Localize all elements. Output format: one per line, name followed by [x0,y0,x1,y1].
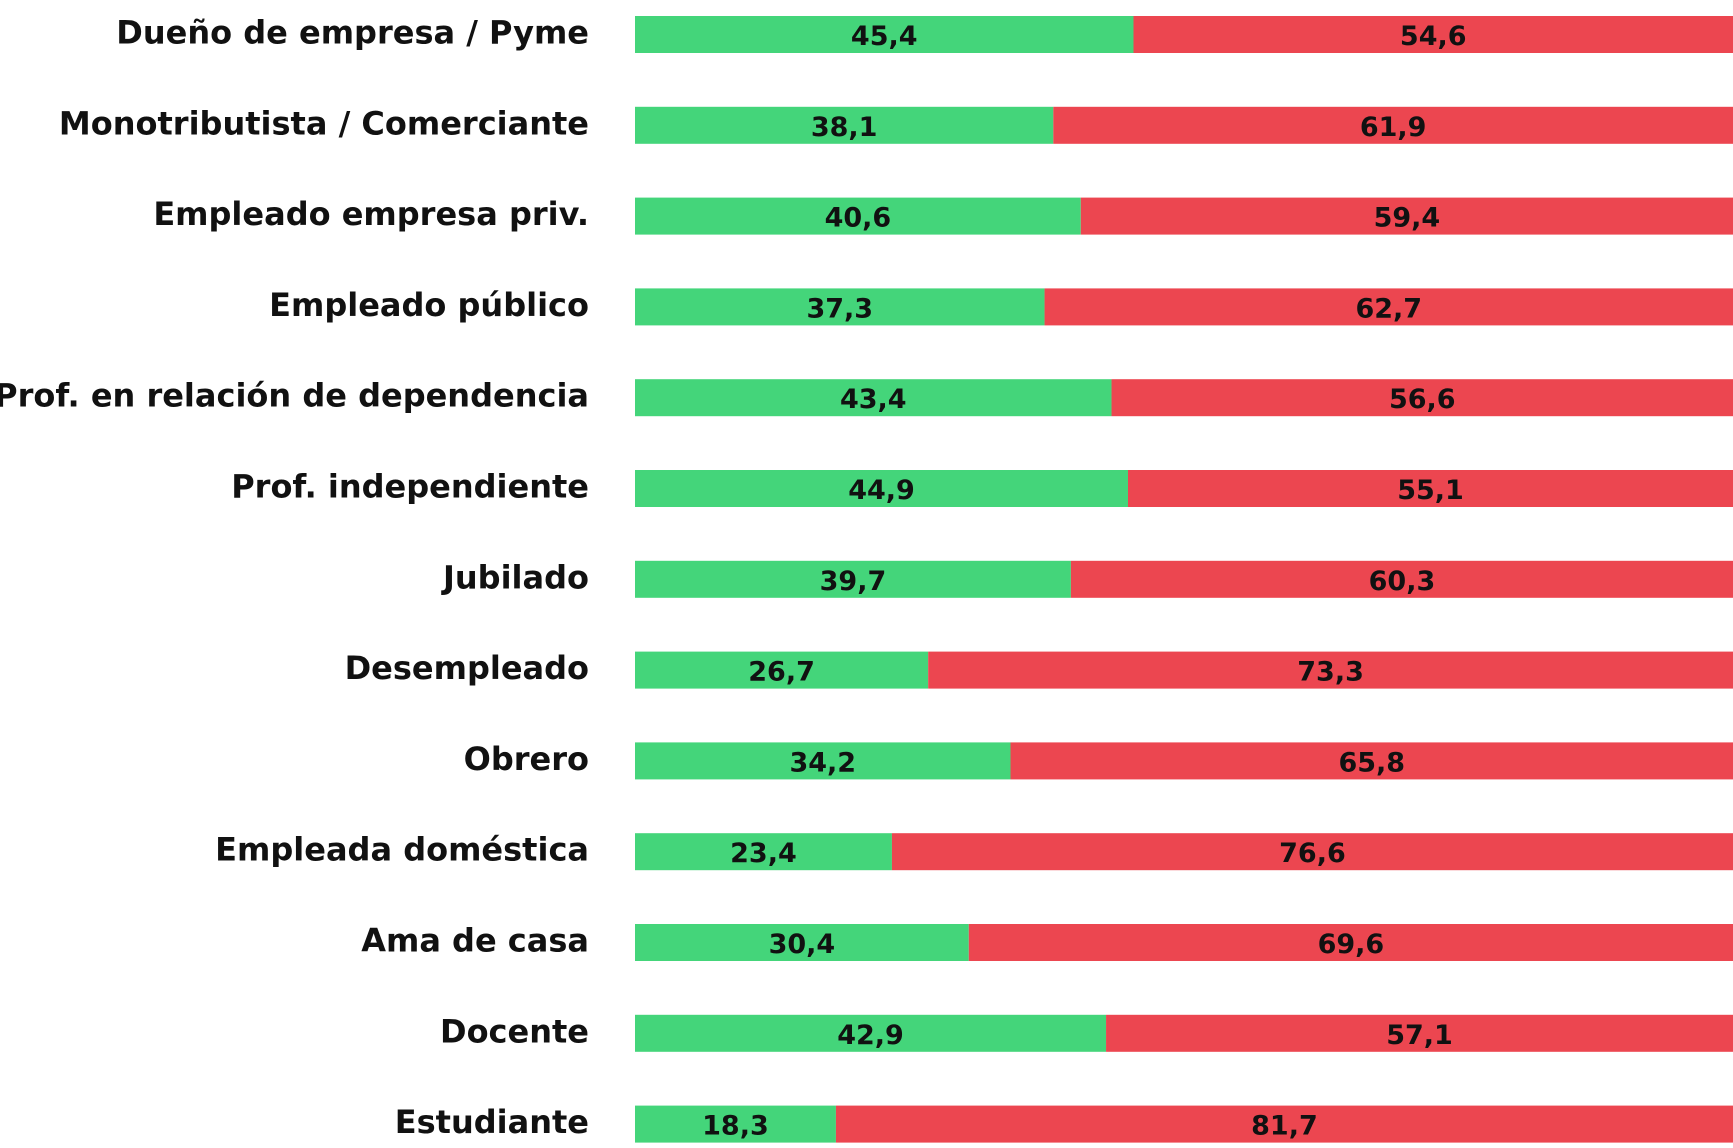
value-label: 55,1 [1397,475,1464,506]
value-label: 69,6 [1318,929,1385,960]
category-label: Jubilado [441,558,589,596]
category-label: Dueño de empresa / Pyme [116,14,589,52]
category-label: Prof. independiente [231,468,589,506]
category-label: Estudiante [395,1103,589,1141]
category-label: Ama de casa [361,922,589,960]
value-label: 23,4 [730,838,797,869]
value-label: 45,4 [851,21,918,52]
category-label: Empleado público [269,286,589,324]
value-label: 73,3 [1297,657,1364,688]
value-label: 40,6 [825,203,892,234]
value-label: 57,1 [1386,1020,1453,1051]
bar-segment [1133,16,1733,53]
value-label: 65,8 [1338,747,1405,778]
bar-segment [1070,560,1733,598]
bar-segment [635,1014,1107,1052]
value-label: 43,4 [840,384,907,415]
bar-segment [968,924,1733,961]
value-label: 59,4 [1374,203,1441,234]
value-label: 81,7 [1251,1111,1318,1142]
category-label: Obrero [464,740,589,778]
category-label: Empleada doméstica [215,831,589,869]
value-label: 62,7 [1355,293,1422,324]
value-label: 76,6 [1279,838,1346,869]
value-label: 56,6 [1389,384,1456,415]
value-label: 44,9 [848,475,915,506]
bar-segment [835,1105,1733,1143]
bar-segment [1044,288,1733,326]
bar-segment [1010,742,1733,780]
bar-segment [635,288,1045,326]
value-label: 42,9 [837,1020,904,1051]
bar-segment [635,197,1081,235]
value-label: 38,1 [811,112,878,143]
bar-segment [635,470,1129,507]
value-label: 30,4 [769,929,836,960]
category-label: Empleado empresa priv. [153,195,589,233]
bar-segment [635,560,1071,598]
bar-segment [891,833,1733,871]
value-label: 39,7 [820,566,887,597]
bar-segment [635,833,892,871]
value-label: 54,6 [1400,21,1467,52]
bar-segment [1080,197,1733,235]
category-label: Desempleado [345,649,589,687]
value-label: 26,7 [748,657,815,688]
bar-segment [635,1105,836,1143]
bar-segment [1128,470,1733,507]
bar-segment [635,379,1112,417]
category-label: Monotributista / Comerciante [59,104,589,142]
value-label: 61,9 [1360,112,1427,143]
category-label: Docente [440,1012,589,1050]
value-label: 60,3 [1369,566,1436,597]
bar-segment [635,16,1134,53]
bar-segment [1106,1014,1733,1052]
bar-segment [635,924,969,961]
bar-segment [635,742,1011,780]
bar-segment [928,651,1733,689]
value-label: 37,3 [806,293,873,324]
bar-segment [635,106,1054,144]
value-label: 34,2 [789,747,856,778]
bar-segment [1053,106,1733,144]
bar-segment [1111,379,1733,417]
value-label: 18,3 [702,1111,769,1142]
bar-segment [635,651,929,689]
category-label: Prof. en relación de dependencia [0,377,589,415]
